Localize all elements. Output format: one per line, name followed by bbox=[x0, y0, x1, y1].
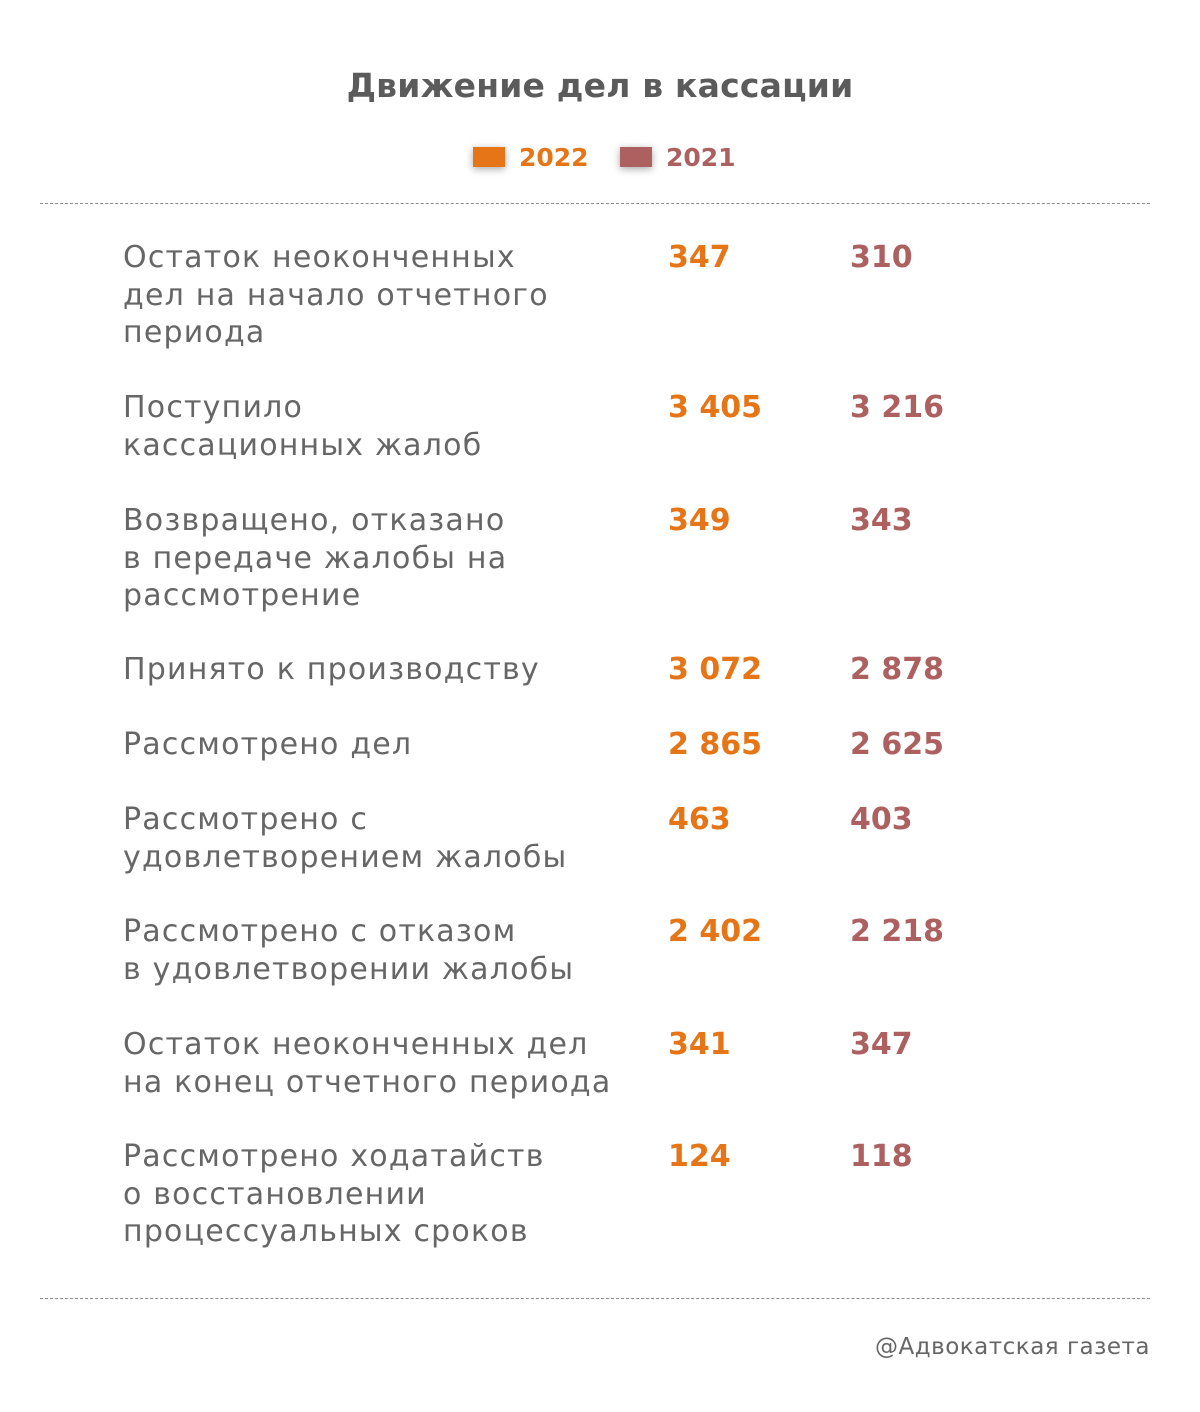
row-label: Рассмотрено ходатайств о восстановлении … bbox=[123, 1139, 545, 1249]
value-2021: 2 625 bbox=[850, 727, 944, 762]
value-2022: 124 bbox=[668, 1139, 731, 1174]
row-label: Рассмотрено дел bbox=[123, 727, 413, 762]
value-2022: 347 bbox=[668, 240, 731, 275]
legend-label-2022: 2022 bbox=[519, 142, 589, 172]
value-2021: 2 878 bbox=[850, 652, 944, 687]
value-2021: 403 bbox=[850, 802, 913, 837]
row-label: Рассмотрено с отказом в удовлетворении ж… bbox=[123, 914, 575, 987]
value-2022: 341 bbox=[668, 1027, 731, 1062]
value-2022: 463 bbox=[668, 802, 731, 837]
top-divider bbox=[40, 203, 1150, 204]
legend-item-2022: 2022 bbox=[473, 137, 589, 177]
row-label: Принято к производству bbox=[123, 652, 540, 687]
value-2021: 2 218 bbox=[850, 914, 944, 949]
value-2022: 2 865 bbox=[668, 727, 762, 762]
source-credit: @Адвокатская газета bbox=[875, 1334, 1150, 1360]
value-2022: 2 402 bbox=[668, 914, 762, 949]
row-label: Остаток неоконченных дел на конец отчетн… bbox=[123, 1027, 612, 1100]
legend: 2022 2021 bbox=[0, 137, 1200, 177]
row-label: Поступило кассационных жалоб bbox=[123, 390, 483, 463]
value-2021: 310 bbox=[850, 240, 913, 275]
value-2021: 347 bbox=[850, 1027, 913, 1062]
bottom-divider bbox=[40, 1298, 1150, 1299]
legend-swatch-2022 bbox=[473, 147, 505, 167]
row-label: Рассмотрено с удовлетворением жалобы bbox=[123, 802, 568, 875]
value-2022: 3 405 bbox=[668, 390, 762, 425]
value-2021: 118 bbox=[850, 1139, 913, 1174]
legend-label-2021: 2021 bbox=[666, 142, 736, 172]
row-label: Возвращено, отказано в передаче жалобы н… bbox=[123, 503, 508, 613]
value-2021: 343 bbox=[850, 503, 913, 538]
value-2021: 3 216 bbox=[850, 390, 944, 425]
legend-swatch-2021 bbox=[620, 147, 652, 167]
value-2022: 349 bbox=[668, 503, 731, 538]
value-2022: 3 072 bbox=[668, 652, 762, 687]
chart-title: Движение дел в кассации bbox=[346, 66, 854, 105]
legend-item-2021: 2021 bbox=[620, 137, 736, 177]
row-label: Остаток неоконченных дел на начало отчет… bbox=[123, 240, 549, 350]
